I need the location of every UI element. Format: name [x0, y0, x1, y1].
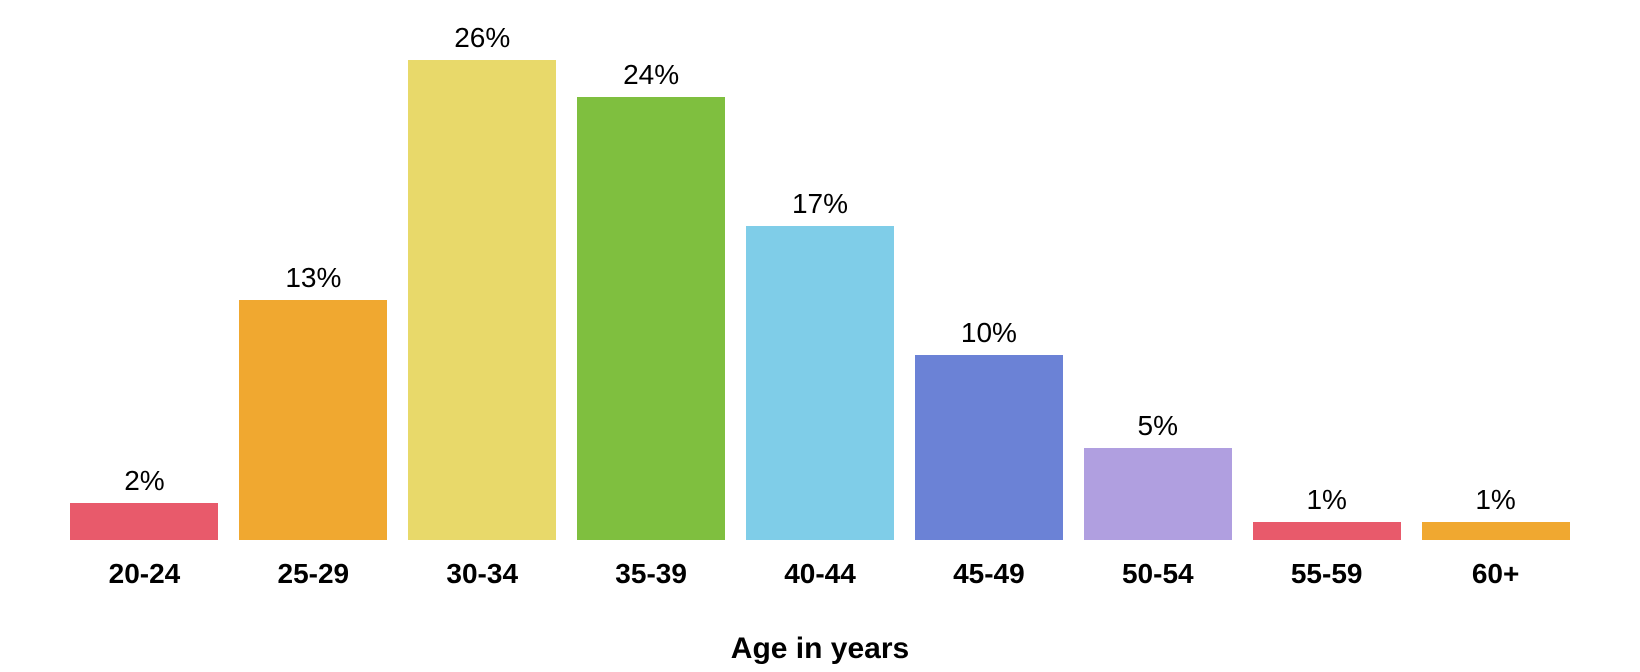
- bar-group: 1%: [1411, 20, 1580, 540]
- x-axis-category-label: 50-54: [1073, 558, 1242, 590]
- bar-value-label: 24%: [623, 59, 679, 91]
- x-axis-category: 40-44: [736, 548, 905, 590]
- bar-value-label: 17%: [792, 188, 848, 220]
- bar: [408, 60, 556, 540]
- x-axis-category-label: 25-29: [229, 558, 398, 590]
- bar-group: 2%: [60, 20, 229, 540]
- bar: [1253, 522, 1401, 540]
- x-axis-category: 25-29: [229, 548, 398, 590]
- bar: [70, 503, 218, 540]
- bar: [239, 300, 387, 540]
- x-axis-category: 35-39: [567, 548, 736, 590]
- bar-value-label: 5%: [1138, 410, 1178, 442]
- x-axis-category: 20-24: [60, 548, 229, 590]
- bar: [1422, 522, 1570, 540]
- bar-group: 10%: [904, 20, 1073, 540]
- bar-value-label: 2%: [124, 465, 164, 497]
- bar-group: 17%: [736, 20, 905, 540]
- x-axis-category: 50-54: [1073, 548, 1242, 590]
- x-axis-categories: 20-2425-2930-3435-3940-4445-4950-5455-59…: [60, 548, 1580, 590]
- x-axis-category: 60+: [1411, 548, 1580, 590]
- bar: [577, 97, 725, 540]
- x-axis-category-label: 30-34: [398, 558, 567, 590]
- x-axis-category-label: 20-24: [60, 558, 229, 590]
- bar-group: 5%: [1073, 20, 1242, 540]
- bar-group: 1%: [1242, 20, 1411, 540]
- x-axis-title: Age in years: [60, 632, 1580, 666]
- bar-value-label: 13%: [285, 262, 341, 294]
- x-axis-category: 45-49: [904, 548, 1073, 590]
- x-axis-category-label: 45-49: [904, 558, 1073, 590]
- bar-value-label: 1%: [1306, 484, 1346, 516]
- bar-value-label: 1%: [1475, 484, 1515, 516]
- x-axis-category-label: 35-39: [567, 558, 736, 590]
- bar-value-label: 26%: [454, 22, 510, 54]
- x-axis-category-label: 55-59: [1242, 558, 1411, 590]
- bar-group: 13%: [229, 20, 398, 540]
- x-axis-category-label: 60+: [1411, 558, 1580, 590]
- bar-group: 26%: [398, 20, 567, 540]
- bar-group: 24%: [567, 20, 736, 540]
- x-axis-category-label: 40-44: [736, 558, 905, 590]
- bar: [1084, 448, 1232, 540]
- x-axis-category: 30-34: [398, 548, 567, 590]
- age-distribution-chart: 2%13%26%24%17%10%5%1%1% 20-2425-2930-343…: [60, 20, 1580, 580]
- bar-value-label: 10%: [961, 317, 1017, 349]
- bars-area: 2% 13% 26% 24% 17% 10% 5% 1% 1%: [60, 20, 1580, 540]
- bar: [915, 355, 1063, 540]
- x-axis-category: 55-59: [1242, 548, 1411, 590]
- bar: [746, 226, 894, 540]
